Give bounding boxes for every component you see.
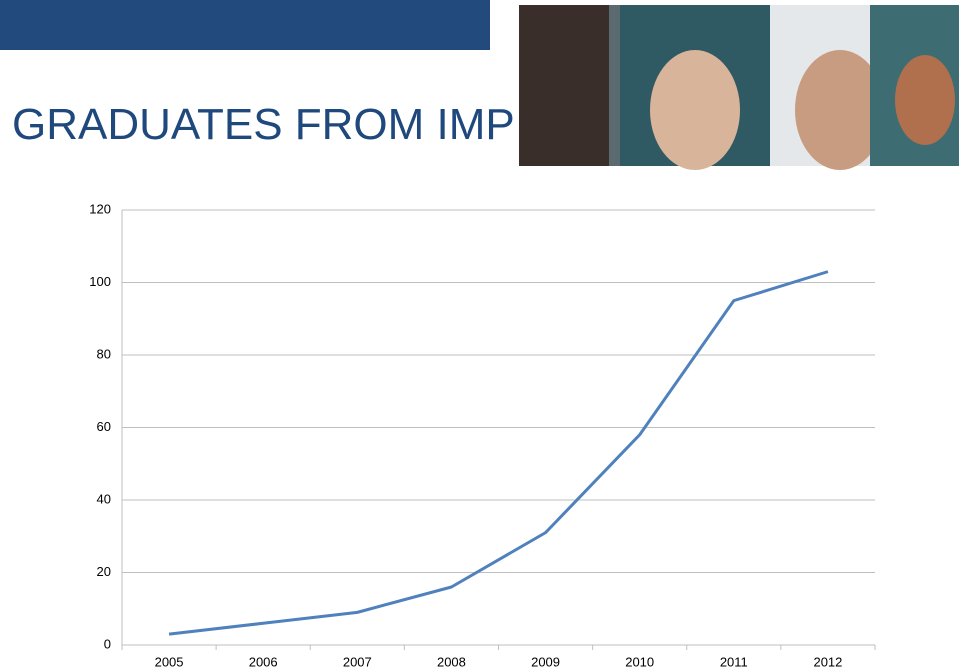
- x-tick-label: 2006: [249, 654, 278, 668]
- y-tick-label: 0: [104, 636, 111, 651]
- photo: [519, 5, 959, 170]
- y-tick-label: 120: [89, 201, 111, 216]
- x-tick-label: 2009: [531, 654, 560, 668]
- x-tick-label: 2011: [720, 654, 748, 668]
- x-tick-label: 2010: [625, 654, 654, 668]
- data-line: [168, 270, 829, 636]
- x-tick-label: 2007: [343, 654, 372, 668]
- slide-title: GRADUATES FROM IMP: [12, 100, 515, 149]
- y-tick-label: 60: [97, 419, 111, 434]
- y-tick-label: 80: [97, 346, 111, 361]
- header-bar: [0, 0, 490, 50]
- y-tick-label: 40: [97, 491, 111, 506]
- x-tick-label: 2008: [437, 654, 466, 668]
- y-tick-label: 100: [89, 274, 111, 289]
- x-tick-label: 2012: [813, 654, 842, 668]
- x-tick-label: 2005: [155, 654, 184, 668]
- y-tick-label: 20: [97, 564, 111, 579]
